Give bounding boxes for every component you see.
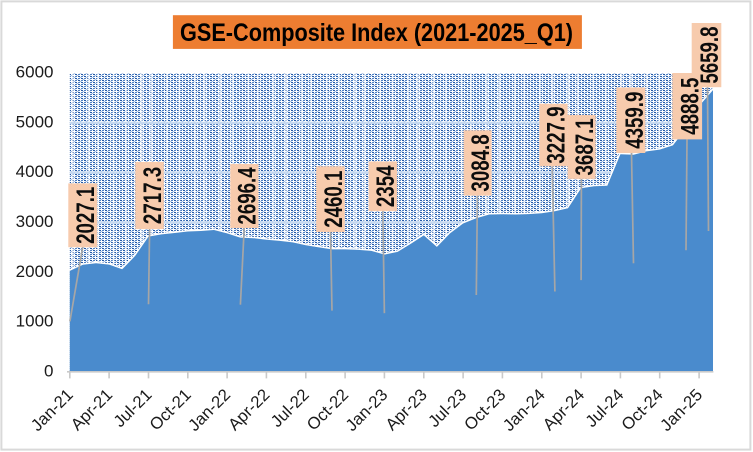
svg-text:2000: 2000 [16, 262, 54, 281]
svg-text:2460.1: 2460.1 [319, 171, 347, 228]
svg-text:4888.5: 4888.5 [676, 78, 704, 135]
svg-text:2354: 2354 [371, 165, 399, 207]
svg-text:3687.1: 3687.1 [570, 118, 598, 175]
svg-text:3084.8: 3084.8 [466, 134, 494, 191]
svg-text:2696.4: 2696.4 [233, 167, 261, 225]
svg-text:4359.9: 4359.9 [620, 92, 648, 149]
svg-text:5659.8: 5659.8 [695, 27, 723, 84]
svg-text:1000: 1000 [16, 312, 54, 331]
svg-text:5000: 5000 [16, 112, 54, 131]
svg-text:3227.9: 3227.9 [542, 107, 570, 164]
svg-text:0: 0 [44, 362, 53, 381]
svg-text:6000: 6000 [16, 63, 54, 82]
svg-text:2027.1: 2027.1 [71, 187, 99, 244]
svg-text:2717.3: 2717.3 [138, 167, 166, 224]
svg-text:3000: 3000 [16, 212, 54, 231]
svg-text:4000: 4000 [16, 162, 54, 181]
svg-text:GSE-Composite Index (2021-2025: GSE-Composite Index (2021-2025_Q1) [180, 19, 573, 47]
